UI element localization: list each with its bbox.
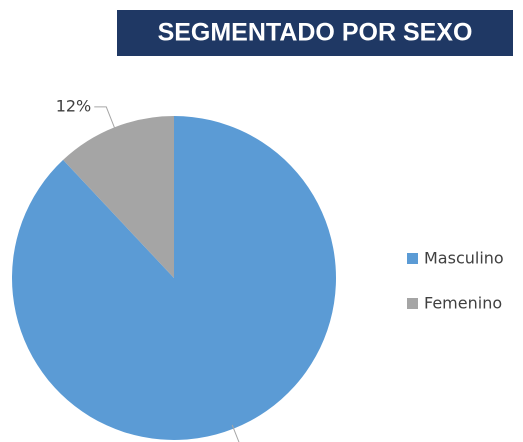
title-box bbox=[117, 10, 513, 56]
legend-label: Masculino bbox=[424, 249, 504, 268]
legend-label: Femenino bbox=[424, 294, 502, 313]
pie-slice bbox=[63, 116, 174, 278]
data-label: 88% bbox=[267, 439, 303, 442]
legend-swatch bbox=[407, 253, 418, 264]
legend-swatch bbox=[407, 298, 418, 309]
data-label: 12% bbox=[56, 96, 92, 115]
leader-line bbox=[231, 424, 240, 442]
leader-line bbox=[94, 106, 117, 132]
chart-title: SEGMENTADO POR SEXO bbox=[158, 19, 473, 47]
